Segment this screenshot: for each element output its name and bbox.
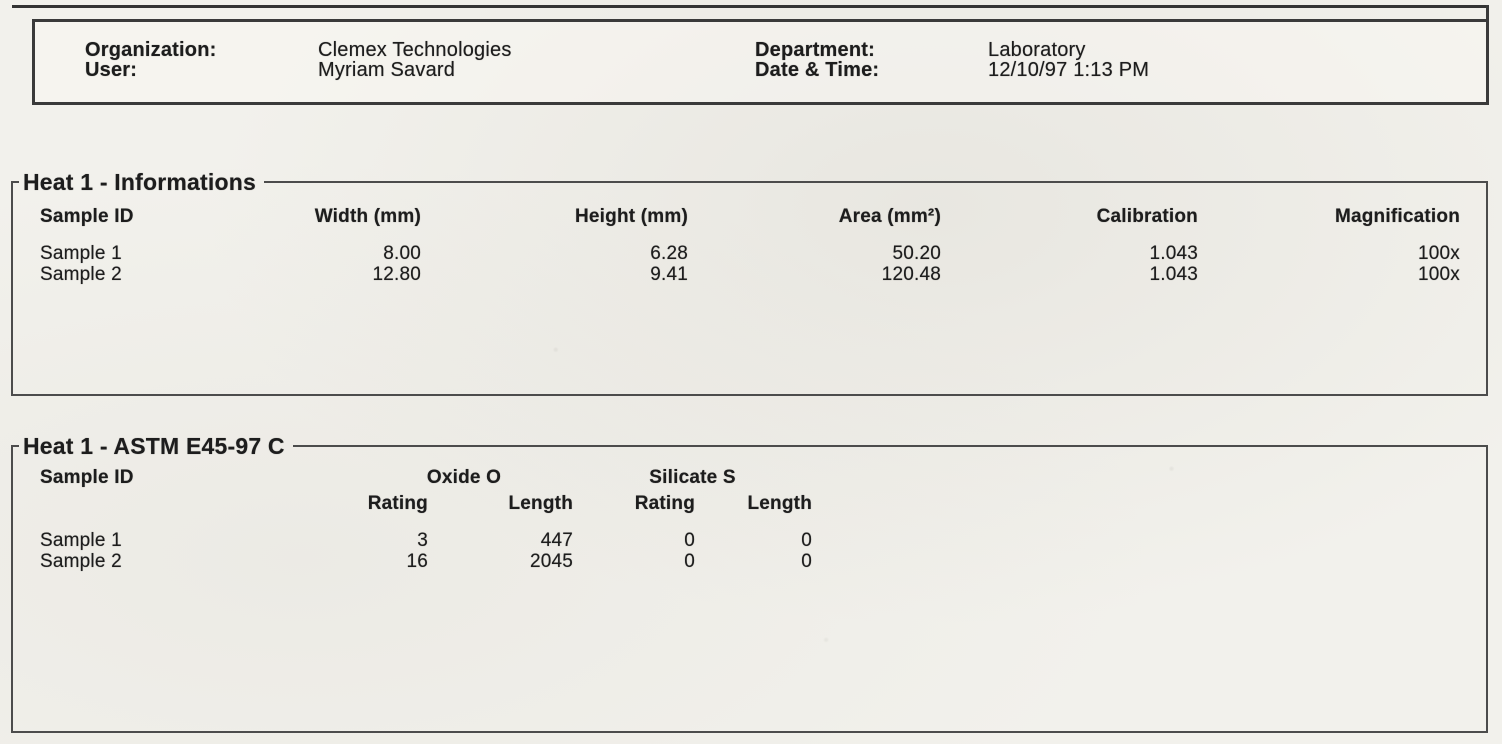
astm-section-title: Heat 1 - ASTM E45-97 C (23, 433, 285, 459)
calibration-cell: 1.043 (1149, 263, 1198, 285)
sample-id-cell: Sample 2 (40, 263, 122, 285)
table-row: Sample 1 8.00 6.28 50.20 1.043 100x (40, 243, 1460, 264)
department-label: Department: (755, 39, 875, 61)
sample-id-cell: Sample 1 (40, 242, 122, 264)
column-header-area: Area (mm²) (838, 206, 941, 227)
height-cell: 6.28 (650, 242, 688, 264)
calibration-cell: 1.043 (1149, 242, 1198, 264)
sample-id-cell: Sample 1 (40, 530, 122, 551)
report-header-box: Organization: User: Clemex Technologies … (32, 19, 1489, 105)
column-header-width: Width (mm) (314, 206, 421, 227)
table-row: Sample 1 3 447 0 0 (40, 514, 812, 551)
table-row: Sample 2 16 2045 0 0 (40, 551, 812, 573)
width-cell: 8.00 (383, 242, 421, 264)
subheader-oxide-rating: Rating (367, 493, 428, 514)
informations-table: Sample ID Width (mm) Height (mm) Area (m… (40, 207, 1460, 285)
date-time-label: Date & Time: (755, 59, 880, 81)
subheader-silicate-rating: Rating (634, 493, 696, 514)
header-values-right: Laboratory 12/10/97 1:13 PM (988, 40, 1149, 80)
subheader-oxide-length: Length (508, 493, 574, 514)
organization-value: Clemex Technologies (318, 39, 512, 61)
height-cell: 9.41 (650, 263, 688, 285)
department-value: Laboratory (988, 39, 1086, 61)
oxide-length-cell: 447 (540, 530, 574, 551)
header-labels-left: Organization: User: (85, 40, 217, 80)
table-row: Sample 2 12.80 9.41 120.48 1.043 100x (40, 264, 1460, 285)
silicate-length-cell: 0 (801, 551, 813, 572)
silicate-rating-cell: 0 (684, 551, 696, 572)
column-header-sample-id: Sample ID (40, 467, 134, 488)
scan-artifact-line (12, 5, 1489, 8)
column-header-calibration: Calibration (1096, 206, 1198, 227)
header-labels-right: Department: Date & Time: (755, 40, 879, 80)
astm-subheader-row: Rating Length Rating Length (40, 492, 812, 514)
date-time-value: 12/10/97 1:13 PM (988, 59, 1150, 81)
informations-section: Heat 1 - Informations Sample ID Width (m… (11, 170, 1488, 396)
informations-section-title: Heat 1 - Informations (23, 169, 256, 195)
astm-table: Sample ID Oxide O Silicate S Rating Leng… (40, 468, 812, 573)
organization-label: Organization: (85, 39, 217, 61)
sample-id-cell: Sample 2 (40, 551, 122, 572)
user-value: Myriam Savard (318, 59, 456, 81)
oxide-length-cell: 2045 (529, 551, 574, 572)
area-cell: 50.20 (892, 242, 941, 264)
informations-header-row: Sample ID Width (mm) Height (mm) Area (m… (40, 207, 1460, 243)
oxide-rating-cell: 16 (406, 551, 428, 572)
user-label: User: (85, 59, 138, 81)
magnification-cell: 100x (1417, 242, 1460, 264)
oxide-rating-cell: 3 (417, 530, 428, 551)
astm-section: Heat 1 - ASTM E45-97 C Sample ID Oxide O… (11, 434, 1488, 733)
subheader-silicate-length: Length (747, 493, 813, 514)
column-header-sample-id: Sample ID (40, 206, 134, 227)
magnification-cell: 100x (1417, 263, 1460, 285)
width-cell: 12.80 (372, 263, 421, 285)
silicate-rating-cell: 0 (684, 530, 696, 551)
column-header-height: Height (mm) (574, 206, 688, 227)
column-header-magnification: Magnification (1334, 206, 1460, 227)
scan-artifact-tick (1486, 5, 1489, 20)
area-cell: 120.48 (881, 263, 941, 285)
group-header-oxide: Oxide O (426, 467, 502, 488)
silicate-length-cell: 0 (801, 530, 813, 551)
group-header-silicate: Silicate S (649, 467, 736, 488)
header-values-left: Clemex Technologies Myriam Savard (318, 40, 512, 80)
astm-group-header-row: Sample ID Oxide O Silicate S (40, 468, 812, 492)
